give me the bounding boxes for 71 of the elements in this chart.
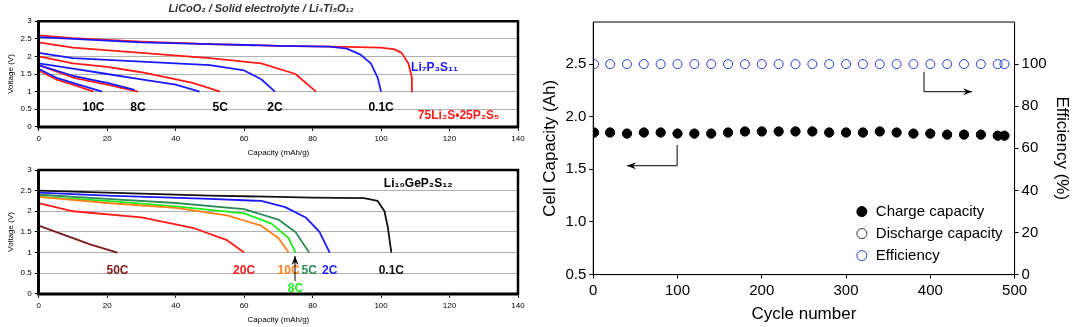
y-axis-title: Voltage (V)	[6, 211, 15, 252]
x-tick-label: 0	[36, 133, 42, 143]
x-tick-label: 20	[102, 300, 113, 310]
y-tick-label: 2.5	[20, 185, 33, 195]
series-label: 0.1C	[378, 262, 405, 277]
y-tick-label: 3	[27, 16, 33, 26]
y-tick-label: 3	[27, 165, 33, 175]
x-tick-label: 60	[239, 300, 250, 310]
y-tick-label: 1.0	[565, 212, 587, 230]
chart-title: LiCoO₂ / Solid electrolyte / Li₄Ti₅O₁₂	[168, 1, 354, 14]
series-label: 2C	[322, 262, 338, 277]
y-axis-title: Cell Capacity (Ah)	[539, 79, 559, 217]
annotation: 2C	[267, 99, 283, 114]
y-tick-label: 2.5	[565, 54, 587, 72]
x-tick-label: 80	[308, 133, 318, 143]
x-tick-label: 200	[749, 280, 775, 298]
annotation: Li₁₀GeP₂S₁₂	[383, 176, 453, 191]
y-tick-label: 2.5	[20, 34, 33, 43]
y-tick-label: 2	[27, 206, 33, 216]
x-tick-label: 40	[171, 133, 181, 143]
legend-label: Efficiency	[875, 245, 941, 263]
x-tick-label: 60	[239, 133, 250, 143]
series-label: 50C	[106, 262, 129, 277]
y-tick-label: 0.5	[565, 264, 587, 282]
x-tick-label: 80	[308, 300, 318, 310]
series-label: 75Li₂S•25P₂S₅	[417, 107, 500, 122]
x-tick-label: 400	[917, 280, 943, 298]
legend-label: Discharge capacity	[875, 223, 1004, 241]
y-tick-label: 2.0	[565, 106, 587, 124]
x-tick-label: 100	[374, 300, 389, 310]
annotation: 10C	[82, 99, 105, 114]
y-tick-label: 1.5	[20, 227, 33, 237]
annotation: 8C	[130, 99, 146, 114]
x-tick-label: 20	[102, 133, 113, 143]
y-tick-label: 2	[27, 51, 33, 61]
annotation: 5C	[212, 99, 229, 114]
text: 8C	[287, 280, 304, 295]
y-tick-label: 1.5	[20, 69, 33, 79]
y-tick-label: 0.5	[20, 104, 33, 114]
x-tick-label: 140	[511, 133, 526, 143]
y2-tick-label: 0	[1021, 264, 1030, 282]
x-tick-label: 100	[665, 280, 691, 298]
y-tick-label: 1	[27, 86, 33, 96]
y-axis-title: Voltage (V)	[6, 53, 15, 94]
y2-tick-label: 80	[1021, 96, 1039, 114]
y-tick-label: 1.5	[565, 159, 587, 177]
y2-tick-label: 20	[1021, 222, 1039, 240]
x-tick-label: 120	[442, 300, 457, 310]
y-tick-label: 0.5	[20, 268, 33, 278]
x-tick-label: 40	[171, 300, 181, 310]
annotation: 0.1C	[368, 99, 395, 114]
y-tick-label: 1	[27, 247, 33, 257]
x-tick-label: 0	[589, 280, 598, 298]
y-tick-label: 0	[27, 122, 33, 131]
x-tick-label: 100	[374, 133, 389, 143]
x-axis-title: Capacity (mAh/g)	[247, 148, 310, 158]
y2-tick-label: 100	[1021, 54, 1047, 72]
x-axis-title: Cycle number	[751, 304, 857, 324]
x-axis-title: Capacity (mAh/g)	[247, 315, 310, 325]
x-tick-label: 120	[442, 133, 457, 143]
y2-axis-title: Efficiency (%)	[1053, 96, 1073, 201]
x-tick-label: 0	[36, 300, 42, 310]
x-tick-label: 500	[1002, 280, 1028, 298]
text: Li₇P₃S₁₁	[411, 59, 459, 74]
series-label: 5C	[301, 262, 318, 277]
legend-label: Charge capacity	[875, 201, 985, 219]
y2-tick-label: 40	[1021, 180, 1039, 198]
x-tick-label: 300	[833, 280, 859, 298]
x-tick-label: 140	[511, 300, 526, 310]
series-label: 20C	[233, 262, 256, 277]
series-label: 10C	[277, 262, 300, 277]
